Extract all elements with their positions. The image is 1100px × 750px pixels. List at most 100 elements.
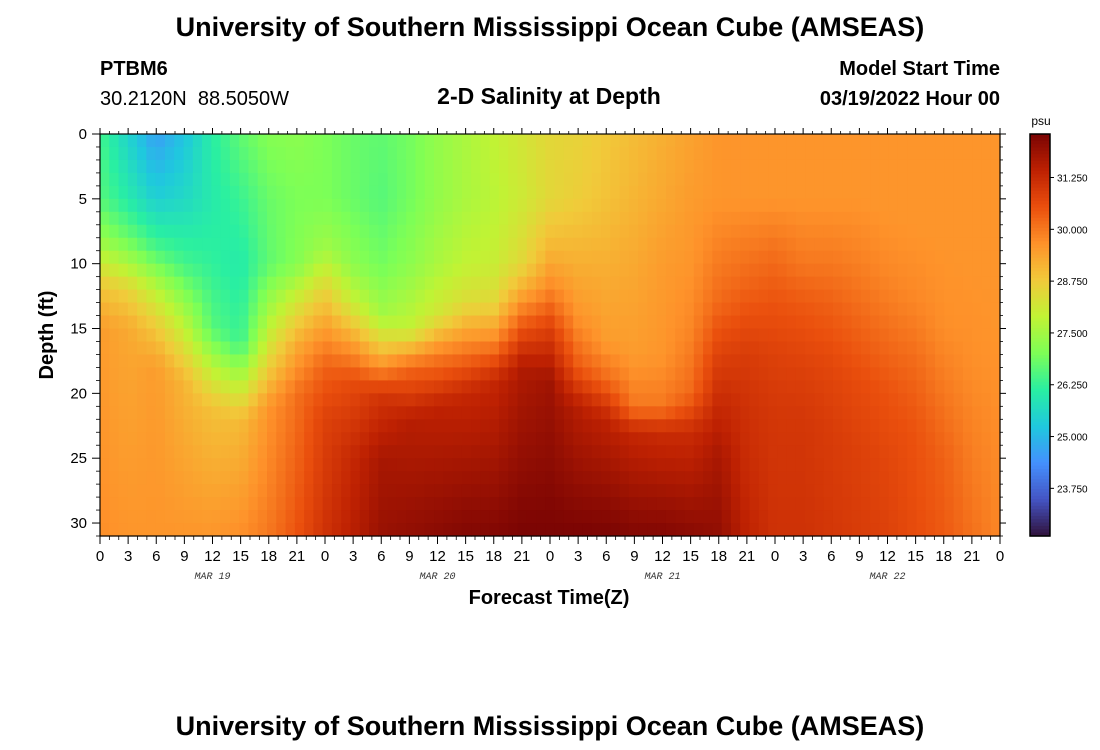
heatmap-cell bbox=[387, 328, 398, 343]
heatmap-cell bbox=[461, 263, 472, 278]
heatmap-cell bbox=[888, 471, 899, 485]
heatmap-cell bbox=[758, 315, 769, 330]
heatmap-cell bbox=[786, 250, 797, 265]
heatmap-cell bbox=[758, 276, 769, 291]
heatmap-cell bbox=[341, 302, 352, 317]
heatmap-cell bbox=[814, 484, 825, 498]
heatmap-cell bbox=[582, 484, 593, 498]
heatmap-cell bbox=[313, 393, 324, 407]
heatmap-cell bbox=[740, 458, 751, 472]
heatmap-cell bbox=[897, 198, 908, 213]
heatmap-cell bbox=[471, 263, 482, 278]
heatmap-cell bbox=[304, 211, 314, 226]
heatmap-cell bbox=[480, 263, 491, 278]
heatmap-cell bbox=[684, 393, 695, 407]
heatmap-cell bbox=[888, 185, 899, 200]
heatmap-cell bbox=[647, 224, 658, 239]
heatmap-cell bbox=[341, 198, 352, 213]
heatmap-cell bbox=[582, 250, 593, 265]
heatmap-cell bbox=[795, 224, 806, 239]
heatmap-cell bbox=[369, 497, 379, 511]
heatmap-cell bbox=[285, 471, 296, 485]
heatmap-cell bbox=[907, 198, 918, 213]
heatmap-cell bbox=[359, 134, 370, 148]
heatmap-cell bbox=[712, 185, 723, 200]
heatmap-cell bbox=[164, 445, 175, 459]
colorbar-swatch bbox=[1030, 174, 1050, 179]
heatmap-cell bbox=[879, 458, 890, 472]
heatmap-cell bbox=[248, 523, 259, 537]
x-tick-label: 0 bbox=[96, 548, 104, 565]
heatmap-cell bbox=[508, 302, 519, 317]
heatmap-cell bbox=[239, 341, 250, 356]
heatmap-cell bbox=[183, 432, 194, 446]
colorbar-swatch bbox=[1030, 515, 1050, 520]
heatmap-cell bbox=[990, 185, 1001, 200]
heatmap-cell bbox=[628, 354, 639, 369]
heatmap-cell bbox=[888, 315, 899, 330]
heatmap-cell bbox=[350, 432, 361, 446]
heatmap-cell bbox=[805, 250, 816, 265]
heatmap-cell bbox=[638, 250, 649, 265]
heatmap-cell bbox=[545, 354, 556, 369]
heatmap-cell bbox=[545, 224, 556, 239]
heatmap-cell bbox=[489, 146, 500, 161]
heatmap-cell bbox=[387, 471, 398, 485]
heatmap-cell bbox=[740, 237, 751, 252]
heatmap-cell bbox=[285, 523, 296, 537]
heatmap-cell bbox=[981, 484, 992, 498]
heatmap-cell bbox=[443, 237, 454, 252]
heatmap-cell bbox=[100, 237, 110, 252]
heatmap-cell bbox=[610, 263, 621, 278]
heatmap-cell bbox=[461, 172, 472, 187]
colorbar-swatch bbox=[1030, 435, 1050, 440]
heatmap-cell bbox=[387, 432, 398, 446]
heatmap-cell bbox=[434, 211, 444, 226]
heatmap-cell bbox=[276, 510, 287, 524]
heatmap-cell bbox=[192, 419, 203, 433]
heatmap-cell bbox=[248, 341, 259, 356]
heatmap-cell bbox=[990, 419, 1001, 433]
heatmap-cell bbox=[331, 146, 342, 161]
heatmap-cell bbox=[359, 419, 370, 433]
heatmap-cell bbox=[369, 134, 379, 148]
heatmap-cell bbox=[675, 497, 686, 511]
heatmap-cell bbox=[795, 237, 806, 252]
heatmap-cell bbox=[118, 276, 129, 291]
heatmap-cell bbox=[211, 159, 222, 174]
heatmap-cell bbox=[768, 172, 778, 187]
heatmap-cell bbox=[832, 172, 843, 187]
heatmap-cell bbox=[137, 471, 147, 485]
heatmap-cell bbox=[452, 263, 463, 278]
heatmap-cell bbox=[424, 211, 435, 226]
heatmap-cell bbox=[313, 523, 324, 537]
heatmap-cell bbox=[526, 263, 537, 278]
heatmap-cell bbox=[805, 445, 816, 459]
heatmap-cell bbox=[907, 471, 918, 485]
heatmap-cell bbox=[601, 380, 611, 394]
heatmap-cell bbox=[721, 263, 732, 278]
heatmap-cell bbox=[424, 315, 435, 330]
heatmap-cell bbox=[378, 471, 389, 485]
heatmap-cell bbox=[730, 224, 741, 239]
colorbar-swatch bbox=[1030, 314, 1050, 319]
heatmap-cell bbox=[805, 367, 816, 381]
heatmap-cell bbox=[480, 354, 491, 369]
heatmap-cell bbox=[304, 328, 314, 343]
heatmap-cell bbox=[953, 328, 964, 343]
heatmap-cell bbox=[517, 237, 528, 252]
heatmap-cell bbox=[183, 367, 194, 381]
heatmap-cell bbox=[860, 289, 871, 304]
heatmap-cell bbox=[387, 237, 398, 252]
heatmap-cell bbox=[109, 510, 120, 524]
heatmap-cell bbox=[768, 510, 778, 524]
heatmap-cell bbox=[619, 198, 630, 213]
heatmap-cell bbox=[684, 134, 695, 148]
heatmap-cell bbox=[517, 276, 528, 291]
heatmap-cell bbox=[860, 393, 871, 407]
heatmap-cell bbox=[174, 276, 185, 291]
colorbar-swatch bbox=[1030, 264, 1050, 269]
heatmap-cell bbox=[795, 406, 806, 420]
heatmap-cell bbox=[545, 134, 556, 148]
heatmap-cell bbox=[851, 471, 862, 485]
